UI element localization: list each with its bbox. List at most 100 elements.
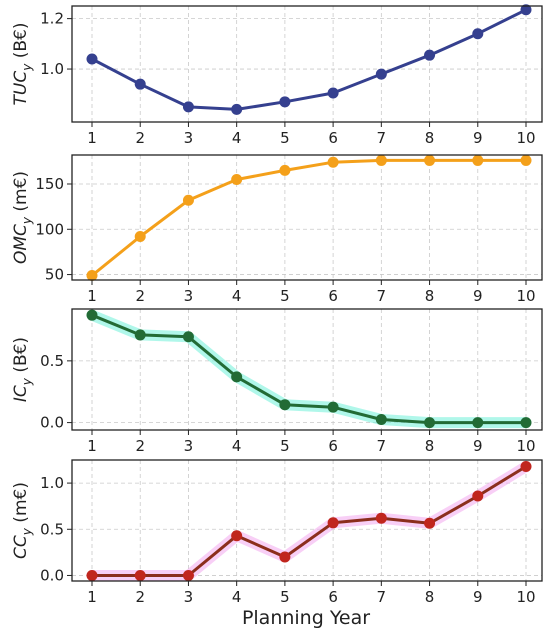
data-point — [327, 156, 339, 168]
data-point — [182, 569, 194, 581]
data-point — [375, 414, 387, 426]
data-point — [327, 401, 339, 413]
y-axis-label: TUCy (B€) — [11, 23, 34, 106]
panel-omc: 50 100 150 1 2 3 4 5 6 7 8 9 10 OMCy (m€) — [11, 154, 543, 305]
x-tick-label: 4 — [232, 129, 242, 147]
axes-frame — [71, 459, 543, 582]
x-tick-label: 5 — [280, 287, 290, 305]
x-tick-label: 5 — [280, 437, 290, 455]
data-point — [86, 269, 98, 281]
data-point — [182, 194, 194, 206]
y-tick-label: 100 — [35, 220, 64, 238]
x-tick-label: 3 — [184, 588, 194, 606]
y-tick-label: 50 — [45, 266, 64, 284]
data-point — [520, 4, 532, 16]
x-tick-label: 7 — [377, 129, 387, 147]
x-tick-label: 6 — [328, 588, 338, 606]
data-point — [375, 154, 387, 166]
x-tick-label: 7 — [377, 437, 387, 455]
x-tick-label: 2 — [135, 588, 145, 606]
y-tick-label: 1.0 — [40, 474, 64, 492]
data-point — [182, 101, 194, 113]
x-tick-label: 10 — [516, 588, 535, 606]
x-tick-label: 3 — [184, 437, 194, 455]
axes-frame — [71, 154, 543, 281]
x-axis-label: Planning Year — [242, 607, 370, 629]
x-tick-label: 9 — [473, 588, 483, 606]
data-point — [134, 78, 146, 90]
data-point — [86, 53, 98, 65]
data-point — [424, 417, 436, 429]
data-point — [279, 399, 291, 411]
data-point — [424, 154, 436, 166]
data-point — [231, 173, 243, 185]
series-line — [91, 8, 527, 111]
x-tick-label: 5 — [280, 129, 290, 147]
y-axis-label: CCy (m€) — [11, 482, 34, 559]
data-point — [472, 417, 484, 429]
data-point — [424, 49, 436, 61]
data-point — [327, 87, 339, 99]
data-point — [279, 96, 291, 108]
data-point — [86, 309, 98, 321]
x-tick-label: 8 — [425, 129, 435, 147]
y-tick-label: 1.2 — [40, 10, 64, 28]
x-tick-label: 1 — [87, 287, 97, 305]
x-tick-label: 10 — [516, 287, 535, 305]
y-axis-label: OMCy (m€) — [11, 171, 34, 264]
series-line — [91, 158, 526, 277]
panel-cc: 0.0 0.5 1.0 1 2 3 4 5 6 7 8 9 10 CCy (m€) — [11, 459, 543, 606]
y-tick-label: 0.0 — [40, 566, 64, 584]
data-point — [472, 490, 484, 502]
data-point — [231, 530, 243, 542]
data-point — [134, 329, 146, 341]
x-tick-label: 4 — [232, 287, 242, 305]
x-tick-label: 8 — [425, 287, 435, 305]
data-point — [520, 460, 532, 472]
data-point — [472, 28, 484, 40]
x-tick-label: 4 — [232, 588, 242, 606]
panel-ic: 0.0 0.5 1 2 3 4 5 6 7 8 9 10 ICy (B€) — [11, 308, 543, 455]
x-tick-label: 9 — [473, 437, 483, 455]
x-tick-label: 4 — [232, 437, 242, 455]
x-tick-label: 7 — [377, 287, 387, 305]
x-tick-label: 2 — [135, 437, 145, 455]
x-tick-label: 9 — [473, 287, 483, 305]
data-point — [472, 154, 484, 166]
data-point — [279, 164, 291, 176]
data-point — [86, 569, 98, 581]
x-tick-label: 6 — [328, 287, 338, 305]
data-point — [134, 569, 146, 581]
x-tick-label: 9 — [473, 129, 483, 147]
x-tick-label: 1 — [87, 129, 97, 147]
x-tick-label: 2 — [135, 287, 145, 305]
data-point — [182, 331, 194, 343]
x-tick-label: 1 — [87, 437, 97, 455]
data-point — [134, 231, 146, 243]
x-tick-label: 3 — [184, 129, 194, 147]
data-point — [375, 68, 387, 80]
x-tick-label: 8 — [425, 437, 435, 455]
x-tick-label: 6 — [328, 437, 338, 455]
axes-frame — [71, 5, 543, 123]
x-tick-label: 10 — [516, 129, 535, 147]
y-tick-label: 150 — [35, 175, 64, 193]
x-tick-label: 10 — [516, 437, 535, 455]
y-tick-label: 0.5 — [40, 520, 64, 538]
panel-tuc: 1.0 1.2 1 2 3 4 5 6 7 8 9 10 TUCy (B€) — [11, 4, 543, 147]
data-point — [375, 512, 387, 524]
y-tick-label: 1.0 — [40, 60, 64, 78]
data-point — [424, 517, 436, 529]
data-point — [520, 154, 532, 166]
data-point — [279, 551, 291, 563]
x-tick-label: 1 — [87, 588, 97, 606]
x-tick-label: 6 — [328, 129, 338, 147]
y-tick-label: 0.0 — [40, 414, 64, 432]
data-point — [231, 371, 243, 383]
x-tick-label: 5 — [280, 588, 290, 606]
series-line — [92, 465, 527, 577]
x-tick-label: 7 — [377, 588, 387, 606]
axes-frame — [71, 308, 543, 431]
x-tick-label: 2 — [135, 129, 145, 147]
